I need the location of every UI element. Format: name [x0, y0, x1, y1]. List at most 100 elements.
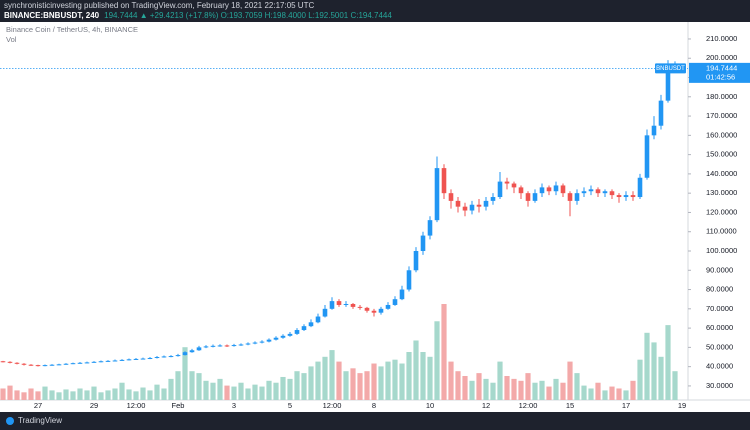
- volume-bar: [77, 388, 83, 400]
- candle-body: [343, 304, 349, 306]
- candle-body: [567, 193, 573, 201]
- candle-body: [581, 191, 587, 194]
- x-tick-label: 5: [288, 401, 292, 410]
- volume-bar: [385, 361, 391, 400]
- candle-body: [266, 339, 272, 342]
- volume-bar: [273, 382, 279, 400]
- y-tick-label: 130.0000: [706, 188, 737, 197]
- volume-bar: [238, 382, 244, 400]
- candle-body: [224, 345, 230, 347]
- volume-bar: [42, 386, 48, 400]
- y-tick-label: 100.0000: [706, 246, 737, 255]
- y-tick-label: 80.0000: [706, 285, 733, 294]
- candle-body: [168, 356, 174, 358]
- candle-body: [84, 362, 90, 364]
- y-tick-label: 120.0000: [706, 207, 737, 216]
- candle-body: [126, 359, 132, 361]
- candle-body: [637, 177, 643, 198]
- volume-bar: [259, 386, 265, 400]
- candle-body: [602, 191, 608, 194]
- candle-body: [287, 333, 293, 336]
- header-bar: [0, 0, 750, 22]
- candle-body: [574, 193, 580, 201]
- volume-bar: [560, 382, 566, 400]
- quote-info: 194.7444 ▲ +29.4213 (+17.8%) O:193.7059 …: [104, 11, 392, 20]
- volume-bar: [574, 373, 580, 400]
- candle-body: [147, 357, 153, 359]
- candle-body: [560, 185, 566, 194]
- x-tick-label: 12:00: [519, 401, 538, 410]
- volume-bar: [133, 391, 139, 400]
- candle-body: [315, 316, 321, 323]
- candle-body: [63, 363, 69, 365]
- candle-body: [112, 360, 118, 362]
- candle-body: [497, 181, 503, 198]
- volume-bar: [581, 385, 587, 400]
- volume-bar: [490, 382, 496, 400]
- candle-body: [189, 350, 195, 353]
- x-tick-label: 19: [678, 401, 686, 410]
- volume-bar: [35, 391, 41, 400]
- volume-bar: [441, 304, 447, 400]
- candle-body: [7, 361, 13, 363]
- volume-bar: [511, 378, 517, 400]
- candle-body: [469, 204, 475, 211]
- x-tick-label: 29: [90, 401, 98, 410]
- candle-body: [259, 341, 265, 343]
- volume-bar: [189, 371, 195, 400]
- y-tick-label: 200.0000: [706, 53, 737, 62]
- volume-bar: [336, 361, 342, 400]
- candle-body: [665, 71, 671, 101]
- volume-bar: [280, 376, 286, 400]
- candle-body: [28, 364, 34, 366]
- volume-bar: [315, 361, 321, 400]
- volume-bar: [476, 373, 482, 400]
- volume-bar: [84, 390, 90, 400]
- symbol-info: BINANCE:BNBUSDT, 240: [4, 11, 100, 20]
- volume-bar: [63, 389, 69, 400]
- candle-body: [196, 347, 202, 351]
- volume-bar: [175, 371, 181, 400]
- volume-bar: [21, 392, 27, 400]
- volume-bar: [539, 380, 545, 400]
- volume-bar: [413, 340, 419, 400]
- x-tick-label: 3: [232, 401, 236, 410]
- candle-body: [21, 363, 27, 365]
- volume-bar: [623, 390, 629, 400]
- candle-body: [210, 345, 216, 347]
- volume-bar: [350, 368, 356, 400]
- y-tick-label: 60.0000: [706, 323, 733, 332]
- y-tick-label: 210.0000: [706, 34, 737, 43]
- volume-bar: [28, 388, 34, 400]
- candle-body: [532, 193, 538, 201]
- volume-bar: [203, 380, 209, 400]
- candle-body: [406, 270, 412, 290]
- volume-bar: [483, 378, 489, 400]
- volume-bar: [469, 380, 475, 400]
- volume-bar: [301, 373, 307, 400]
- volume-bar: [658, 356, 664, 400]
- volume-bar: [56, 392, 62, 400]
- volume-bar: [448, 361, 454, 400]
- candle-body: [483, 200, 489, 207]
- candle-body: [385, 304, 391, 309]
- candle-body: [378, 308, 384, 313]
- x-tick-label: 17: [622, 401, 630, 410]
- candle-body: [427, 220, 433, 236]
- volume-bar: [602, 390, 608, 400]
- volume-bar: [665, 325, 671, 400]
- y-tick-label: 150.0000: [706, 150, 737, 159]
- volume-bar: [651, 342, 657, 400]
- footer-bar: [0, 412, 750, 430]
- volume-bar: [595, 382, 601, 400]
- publish-info: synchronisticinvesting published on Trad…: [4, 1, 314, 10]
- x-tick-label: 12:00: [127, 401, 146, 410]
- candle-body: [336, 301, 342, 305]
- x-tick-label: 8: [372, 401, 376, 410]
- volume-bar: [266, 380, 272, 400]
- volume-bar: [343, 371, 349, 400]
- volume-bar: [525, 373, 531, 400]
- volume-bar: [399, 363, 405, 400]
- candle-body: [595, 189, 601, 194]
- volume-bar: [308, 366, 314, 400]
